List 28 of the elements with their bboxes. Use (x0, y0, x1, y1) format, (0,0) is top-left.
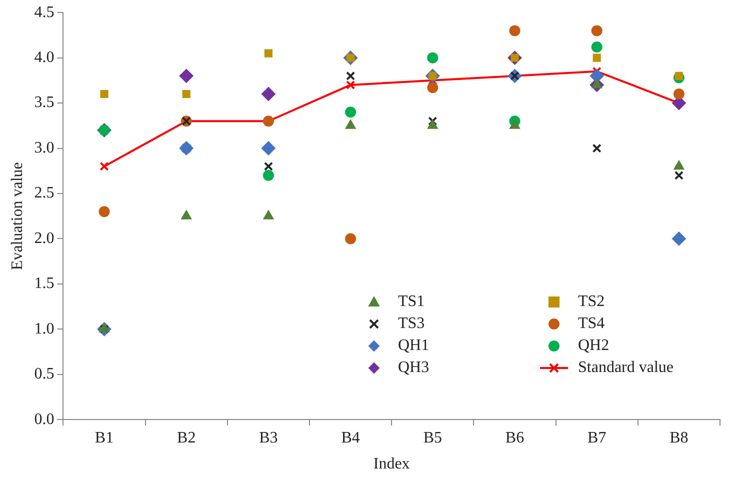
y-tick-label: 3.0 (34, 139, 54, 156)
legend-label: Standard value (578, 358, 674, 376)
y-tick-label: 4.0 (34, 49, 54, 66)
legend-label: TS4 (578, 314, 605, 332)
y-axis-title: Evaluation value (8, 162, 26, 270)
legend-label: QH1 (398, 336, 430, 354)
x-tick-label: B4 (341, 429, 360, 446)
legend-label: TS1 (398, 292, 425, 310)
legend-label: TS2 (578, 292, 605, 310)
x-tick-label: B7 (588, 429, 606, 446)
y-tick-label: 3.5 (34, 94, 54, 112)
legend-label: QH2 (578, 336, 610, 354)
legend-label: QH3 (398, 358, 430, 376)
x-tick-label: B3 (259, 429, 278, 446)
x-tick-label: B5 (423, 429, 442, 446)
y-tick-label: 1.0 (34, 320, 54, 338)
x-tick-label: B2 (177, 429, 196, 446)
x-axis-title: Index (373, 456, 410, 473)
x-tick-label: B6 (505, 429, 524, 446)
y-tick-label: 2.0 (34, 230, 54, 247)
y-tick-label: 2.5 (34, 184, 54, 202)
x-tick-label: B8 (670, 429, 688, 446)
y-tick-label: 0.0 (34, 410, 54, 428)
y-tick-label: 1.5 (34, 275, 54, 292)
y-tick-label: 0.5 (34, 366, 54, 383)
x-tick-label: B1 (94, 429, 114, 446)
legend-label: TS3 (398, 314, 425, 332)
y-tick-label: 4.5 (34, 4, 54, 21)
